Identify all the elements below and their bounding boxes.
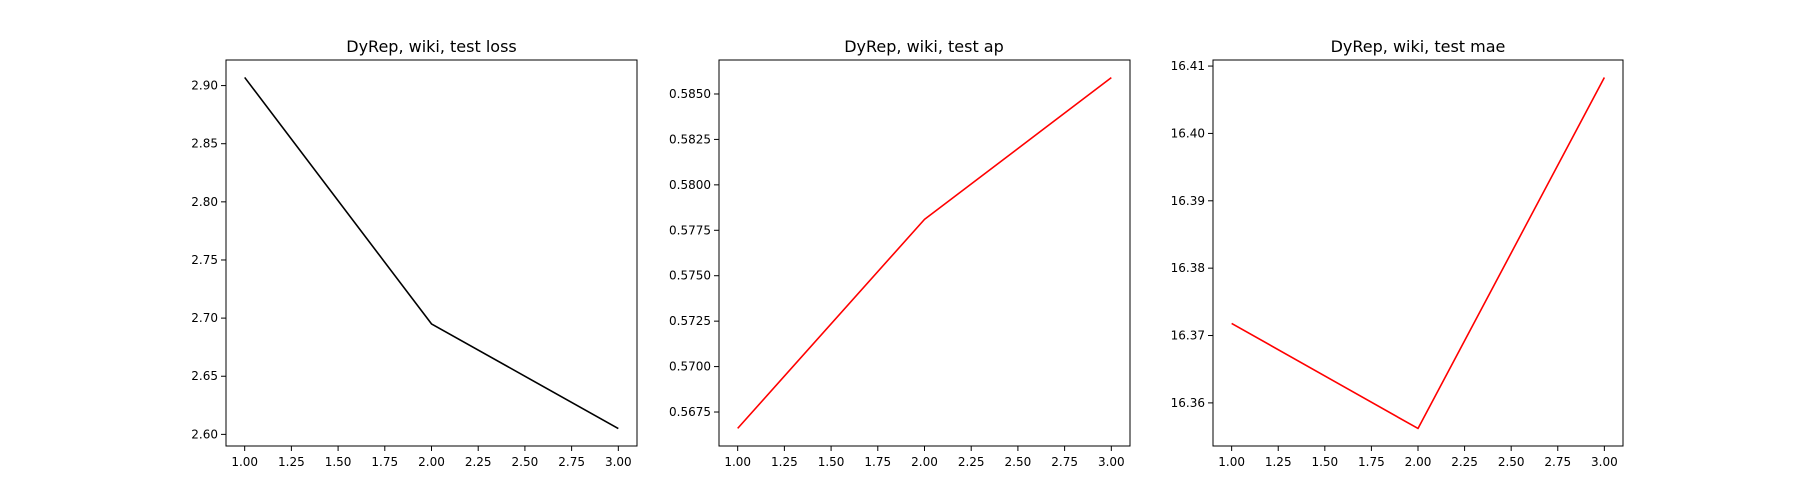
- x-tick-label: 2.00: [911, 455, 938, 469]
- y-tick-label: 16.37: [1171, 329, 1205, 343]
- y-tick-label: 16.39: [1171, 194, 1205, 208]
- x-tick-label: 1.00: [231, 455, 258, 469]
- y-tick-label: 0.5800: [669, 178, 711, 192]
- x-tick-label: 1.50: [818, 455, 845, 469]
- y-tick-label: 2.60: [191, 427, 218, 441]
- y-tick-label: 2.80: [191, 195, 218, 209]
- x-tick-label: 1.00: [724, 455, 751, 469]
- y-tick-label: 16.36: [1171, 396, 1205, 410]
- x-tick-label: 2.25: [465, 455, 492, 469]
- x-tick-label: 2.75: [558, 455, 585, 469]
- y-tick-label: 0.5700: [669, 360, 711, 374]
- y-tick-label: 16.40: [1171, 126, 1205, 140]
- x-tick-label: 1.50: [325, 455, 352, 469]
- y-tick-label: 0.5775: [669, 223, 711, 237]
- series-line: [737, 76, 1112, 429]
- x-tick-label: 1.00: [1218, 455, 1245, 469]
- x-tick-label: 1.25: [1265, 455, 1292, 469]
- chart-title: DyRep, wiki, test loss: [346, 37, 517, 56]
- y-tick-label: 0.5750: [669, 269, 711, 283]
- axes-frame: [1212, 59, 1624, 447]
- y-tick-label: 2.70: [191, 311, 218, 325]
- chart-title: DyRep, wiki, test ap: [844, 37, 1004, 56]
- x-tick-label: 2.50: [1005, 455, 1032, 469]
- y-tick-label: 0.5725: [669, 314, 711, 328]
- y-tick-label: 0.5850: [669, 87, 711, 101]
- y-tick-label: 0.5825: [669, 132, 711, 146]
- y-tick-label: 16.41: [1171, 59, 1205, 73]
- x-tick-label: 1.75: [1358, 455, 1385, 469]
- x-tick-label: 2.50: [1498, 455, 1525, 469]
- chart-test-mae: DyRep, wiki, test mae 1.00 1.25 1.50 1.75 2.…: [1171, 37, 1624, 469]
- x-tick-label: 1.75: [864, 455, 891, 469]
- x-tick-label: 2.75: [1544, 455, 1571, 469]
- x-tick-label: 2.25: [1451, 455, 1478, 469]
- y-tick-label: 16.38: [1171, 261, 1205, 275]
- chart-test-loss: DyRep, wiki, test loss 1.00 1.25 1.50 1.75 2…: [191, 37, 638, 469]
- y-tick-label: 2.65: [191, 369, 218, 383]
- x-tick-label: 1.25: [278, 455, 305, 469]
- series-line: [244, 76, 619, 430]
- y-tick-label: 2.85: [191, 137, 218, 151]
- x-tick-label: 3.00: [605, 455, 632, 469]
- x-tick-label: 1.50: [1311, 455, 1338, 469]
- x-tick-label: 2.75: [1051, 455, 1078, 469]
- y-tick-label: 2.75: [191, 253, 218, 267]
- chart-test-ap: DyRep, wiki, test ap 1.00 1.25 1.50 1.75 2.0…: [669, 37, 1131, 469]
- chart-title: DyRep, wiki, test mae: [1331, 37, 1506, 56]
- x-tick-label: 2.00: [1405, 455, 1432, 469]
- x-tick-label: 2.25: [958, 455, 985, 469]
- x-tick-label: 1.75: [371, 455, 398, 469]
- y-tick-label: 0.5675: [669, 405, 711, 419]
- y-tick-label: 2.90: [191, 79, 218, 93]
- x-tick-label: 2.00: [418, 455, 445, 469]
- x-tick-label: 3.00: [1098, 455, 1125, 469]
- axes-frame: [718, 59, 1131, 447]
- x-tick-label: 2.50: [512, 455, 539, 469]
- x-tick-label: 3.00: [1591, 455, 1618, 469]
- x-tick-label: 1.25: [771, 455, 798, 469]
- series-line: [1231, 77, 1606, 430]
- axes-frame: [225, 59, 638, 447]
